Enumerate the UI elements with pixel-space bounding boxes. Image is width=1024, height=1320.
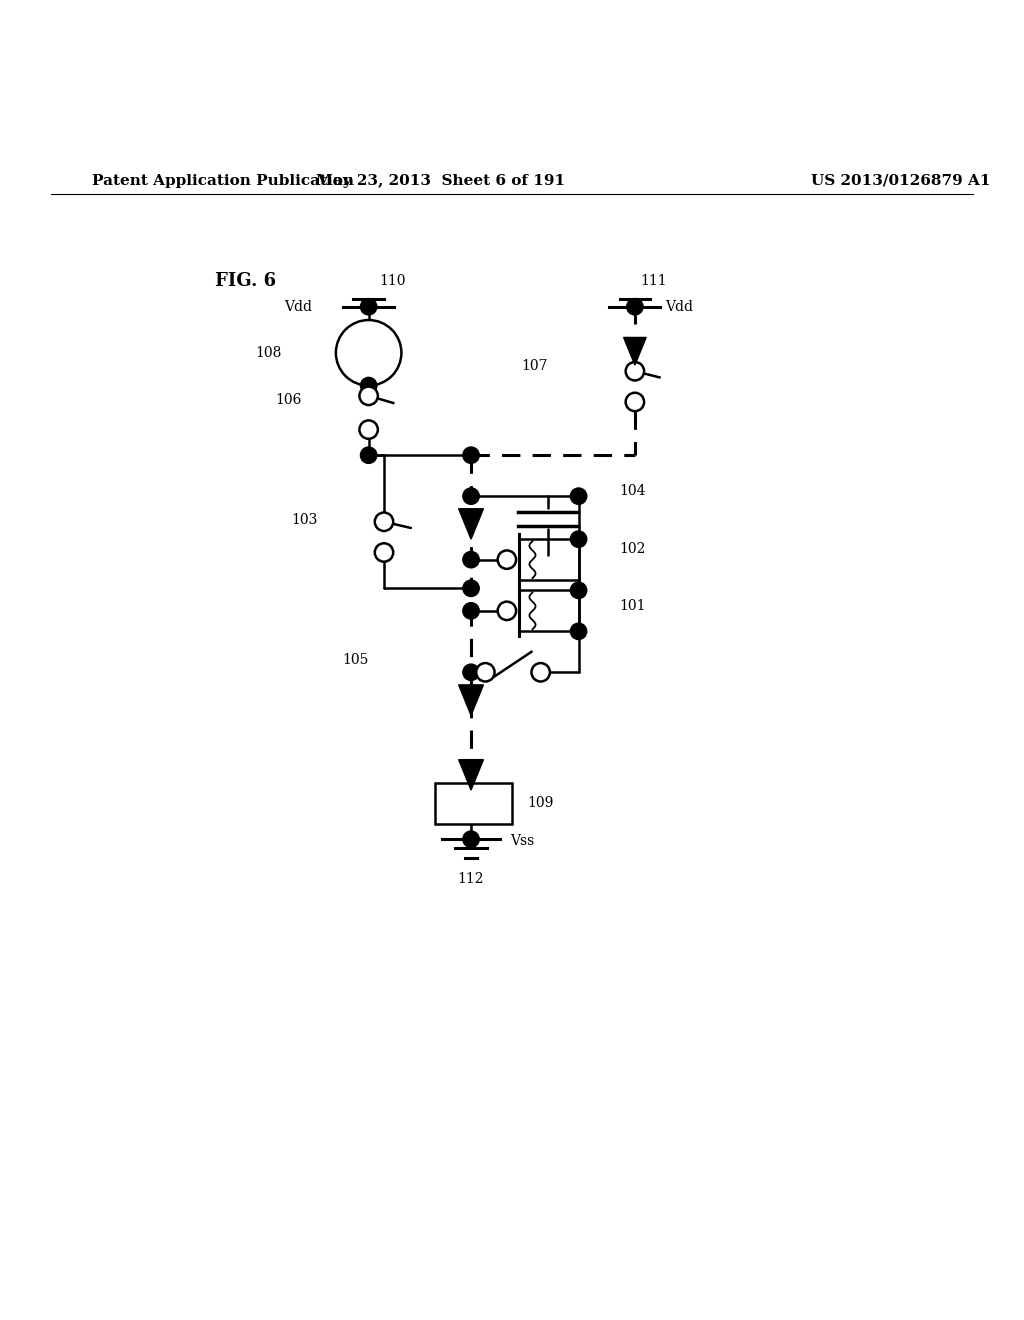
Text: 107: 107	[521, 359, 548, 374]
Circle shape	[627, 298, 643, 315]
Circle shape	[463, 447, 479, 463]
Text: 101: 101	[620, 599, 646, 612]
Text: 102: 102	[620, 543, 646, 557]
Text: 109: 109	[527, 796, 554, 810]
Circle shape	[375, 544, 393, 562]
Circle shape	[570, 582, 587, 598]
Text: 106: 106	[275, 393, 302, 407]
Circle shape	[531, 663, 550, 681]
Circle shape	[463, 664, 479, 681]
Circle shape	[498, 602, 516, 620]
Circle shape	[463, 832, 479, 847]
Circle shape	[359, 387, 378, 405]
Circle shape	[476, 663, 495, 681]
Text: Vss: Vss	[510, 834, 535, 849]
Polygon shape	[624, 338, 646, 366]
Text: US 2013/0126879 A1: US 2013/0126879 A1	[811, 174, 991, 187]
Text: 111: 111	[640, 275, 667, 288]
Text: 108: 108	[255, 346, 282, 360]
Text: 110: 110	[379, 275, 406, 288]
Text: 103: 103	[291, 512, 317, 527]
Text: Vdd: Vdd	[666, 300, 693, 314]
Text: May 23, 2013  Sheet 6 of 191: May 23, 2013 Sheet 6 of 191	[315, 174, 565, 187]
Text: 104: 104	[620, 484, 646, 498]
Polygon shape	[459, 759, 483, 791]
Text: 112: 112	[458, 873, 484, 886]
Polygon shape	[459, 508, 483, 539]
Circle shape	[626, 362, 644, 380]
Circle shape	[336, 319, 401, 385]
Circle shape	[463, 579, 479, 597]
Circle shape	[498, 550, 516, 569]
Circle shape	[360, 298, 377, 315]
Circle shape	[570, 488, 587, 504]
Circle shape	[463, 552, 479, 568]
Circle shape	[626, 393, 644, 411]
Circle shape	[359, 420, 378, 438]
Text: Patent Application Publication: Patent Application Publication	[92, 174, 354, 187]
Circle shape	[375, 512, 393, 531]
Circle shape	[360, 378, 377, 393]
Text: 105: 105	[342, 653, 369, 667]
Bar	[435, 783, 512, 824]
Circle shape	[463, 488, 479, 504]
Text: Vdd: Vdd	[285, 300, 312, 314]
Text: FIG. 6: FIG. 6	[215, 272, 276, 290]
Circle shape	[360, 447, 377, 463]
Circle shape	[570, 623, 587, 639]
Circle shape	[463, 603, 479, 619]
Polygon shape	[459, 685, 483, 715]
Circle shape	[570, 531, 587, 548]
